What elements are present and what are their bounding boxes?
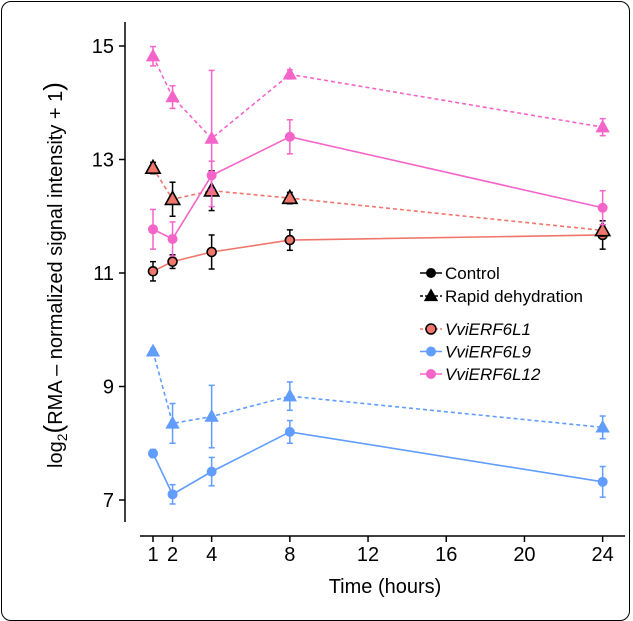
data-point-triangle <box>204 408 219 422</box>
y-axis-title-paren-open: ( <box>38 424 68 433</box>
x-ticks: 1 2 4 8 12 16 20 24 <box>147 536 614 566</box>
legend-genes: VviERF6L1 VviERF6L9 VviERF6L12 <box>420 320 541 384</box>
data-point-triangle <box>145 343 161 357</box>
data-point-circle <box>597 202 608 213</box>
data-point-triangle <box>164 189 182 206</box>
legend-item-vvierf6l12: VviERF6L12 <box>420 365 541 384</box>
legend-circle-marker <box>425 323 437 335</box>
data-point-circle <box>206 466 217 477</box>
series-line <box>152 167 603 232</box>
y-ticks: 7 9 11 13 15 <box>92 36 125 512</box>
legend-label: VviERF6L1 <box>445 320 531 339</box>
plot-area <box>144 45 612 505</box>
legend-circle-marker <box>426 346 436 357</box>
data-point-triangle <box>281 188 299 205</box>
data-point-circle <box>167 489 178 500</box>
legend-item-vvierf6l1: VviERF6L1 <box>420 320 531 339</box>
legend-label: Control <box>445 264 500 283</box>
data-point-triangle <box>595 419 610 433</box>
y-axis-title-log: log <box>45 441 67 468</box>
data-point-circle <box>167 256 178 267</box>
y-axis-title-body: RMA – normalized signal intensity + 1 <box>45 91 67 425</box>
data-point-triangle <box>144 158 162 174</box>
data-point-circle <box>148 448 158 459</box>
y-tick-label: 7 <box>103 490 114 512</box>
data-point-circle <box>597 476 608 487</box>
data-point-circle <box>148 224 158 235</box>
x-tick-label: 2 <box>167 544 178 566</box>
legend-circle-marker <box>426 268 436 278</box>
data-point-triangle <box>594 221 612 237</box>
y-axis-title: log2(RMA – normalized signal intensity +… <box>38 82 70 468</box>
legend-label: VviERF6L12 <box>445 365 541 384</box>
x-tick-label: 20 <box>513 544 535 566</box>
legend-treatments: Control Rapid dehydration <box>420 264 583 306</box>
data-point-triangle <box>282 66 297 80</box>
data-point-triangle <box>165 415 180 429</box>
x-tick-label: 16 <box>435 544 457 566</box>
x-tick-label: 4 <box>206 544 217 566</box>
legend-item-control: Control <box>420 264 500 283</box>
data-point-triangle <box>165 89 180 103</box>
series-line <box>152 351 603 429</box>
data-point-circle <box>206 246 217 258</box>
y-axis-title-sub: 2 <box>54 433 70 441</box>
series-vvierf6l1-control <box>147 220 608 282</box>
legend-item-rapid-dehydration: Rapid dehydration <box>420 287 583 306</box>
series-line <box>152 431 603 496</box>
x-tick-label: 1 <box>147 544 158 566</box>
legend-item-vvierf6l9: VviERF6L9 <box>420 343 532 362</box>
data-point-triangle <box>595 119 610 133</box>
series-vvierf6l9-control <box>148 419 608 505</box>
axes <box>124 22 625 537</box>
data-point-circle <box>167 233 178 244</box>
y-tick-label: 9 <box>103 377 114 399</box>
data-point-triangle <box>282 388 297 402</box>
series-vvierf6l12-dehydration <box>145 45 610 208</box>
x-tick-label: 24 <box>592 544 614 566</box>
series-line <box>152 55 603 140</box>
x-tick-label: 12 <box>357 544 379 566</box>
legend-label: VviERF6L9 <box>445 343 532 362</box>
data-point-triangle <box>204 130 219 144</box>
legend-triangle-marker <box>423 288 439 302</box>
data-point-circle <box>284 426 295 437</box>
y-tick-label: 13 <box>92 150 114 172</box>
y-tick-label: 15 <box>92 36 114 58</box>
y-axis-title-paren-close: ) <box>38 82 68 91</box>
series-vvierf6l9-dehydration <box>145 343 610 449</box>
data-point-circle <box>284 234 296 246</box>
data-point-triangle <box>145 48 161 62</box>
series-vvierf6l1-dehydration <box>144 158 612 237</box>
data-point-circle <box>284 131 295 142</box>
x-tick-label: 8 <box>284 544 295 566</box>
series-line <box>152 234 603 273</box>
data-point-circle <box>147 265 159 277</box>
y-tick-label: 11 <box>93 263 114 285</box>
legend-label: Rapid dehydration <box>445 287 583 306</box>
x-axis-title: Time (hours) <box>329 576 442 598</box>
legend-circle-marker <box>426 369 436 379</box>
